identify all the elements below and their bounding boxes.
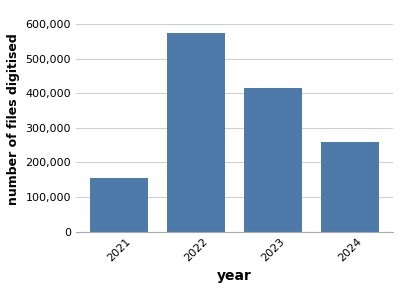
Bar [167,33,225,231]
Y-axis label: number of files digitised: number of files digitised [7,33,20,205]
X-axis label: year: year [217,269,252,283]
Bar [321,142,379,231]
Bar [90,178,148,231]
Bar [244,88,302,231]
